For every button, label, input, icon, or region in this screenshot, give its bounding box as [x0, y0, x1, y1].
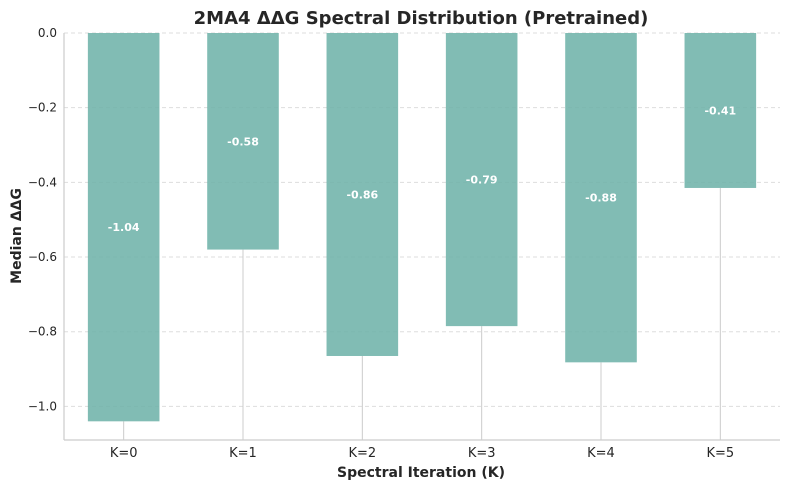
bar — [445, 33, 518, 327]
y-tick-label: −0.2 — [28, 101, 57, 115]
data-label: -1.04 — [108, 221, 140, 234]
data-label: -0.88 — [585, 192, 617, 205]
chart-title: 2MA4 ΔΔG Spectral Distribution (Pretrain… — [194, 8, 649, 29]
x-tick-label: K=4 — [587, 446, 615, 461]
axis-layer — [63, 33, 780, 441]
x-tick-label: K=1 — [229, 446, 257, 461]
y-tick-label: −1.0 — [28, 399, 57, 413]
x-tick-label: K=2 — [348, 446, 376, 461]
y-tick-labels: 0.0 −0.2 −0.4 −0.6 −0.8 −1.0 — [28, 26, 57, 413]
data-labels: -1.04 -0.58 -0.86 -0.79 -0.88 -0.41 — [108, 104, 736, 234]
x-tick-label: K=3 — [468, 446, 496, 461]
data-label: -0.79 — [466, 174, 498, 187]
bar — [87, 33, 160, 422]
y-tick-label: −0.6 — [28, 250, 57, 264]
x-tick-label: K=5 — [706, 446, 734, 461]
x-tick-label: K=0 — [110, 446, 138, 461]
bar — [684, 33, 757, 188]
y-tick-label: −0.8 — [28, 325, 57, 339]
bar-layer — [87, 33, 757, 422]
data-label: -0.41 — [704, 104, 736, 117]
whisker-layer — [123, 187, 721, 440]
y-tick-label: −0.4 — [28, 175, 57, 189]
data-label: -0.86 — [346, 188, 378, 201]
data-label: -0.58 — [227, 135, 259, 148]
x-axis-label: Spectral Iteration (K) — [337, 465, 505, 481]
y-axis-label: Median ΔΔG — [9, 188, 25, 284]
bar — [326, 33, 399, 356]
bar — [207, 33, 279, 250]
bar — [565, 33, 637, 363]
grid-layer — [64, 32, 780, 407]
y-tick-label: 0.0 — [38, 26, 57, 40]
x-tick-labels: K=0 K=1 K=2 K=3 K=4 K=5 — [110, 446, 734, 461]
